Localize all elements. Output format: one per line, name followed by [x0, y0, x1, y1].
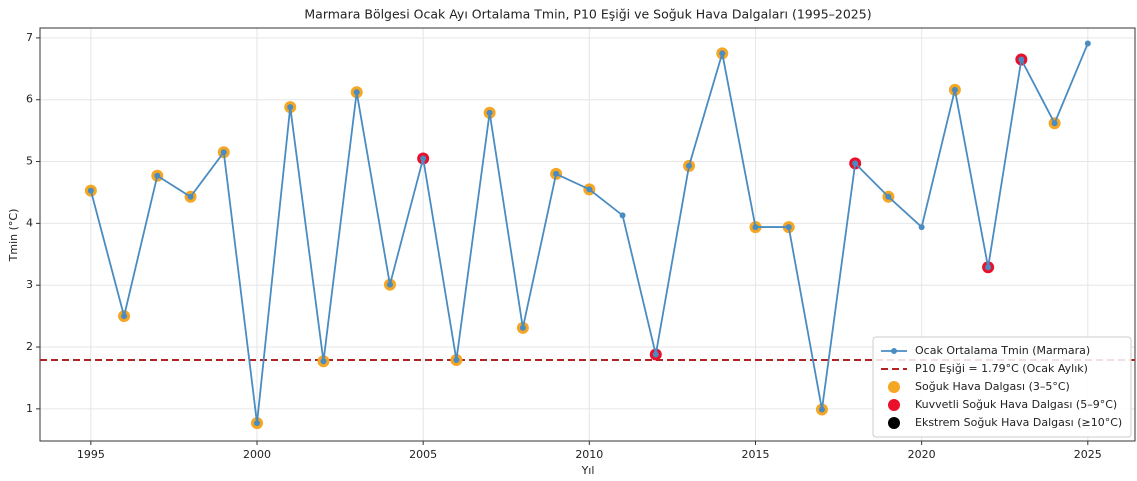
y-axis-label: Tmin (°C) — [7, 209, 20, 263]
point — [453, 357, 460, 364]
point — [1018, 56, 1025, 63]
point — [1051, 120, 1058, 127]
legend-symbol — [888, 417, 900, 429]
point — [254, 420, 261, 427]
point — [719, 50, 726, 57]
point — [1084, 40, 1091, 47]
point — [652, 351, 659, 358]
legend-symbol — [891, 348, 897, 354]
x-axis-label: Yıl — [581, 464, 595, 477]
y-tick-label: 2 — [26, 340, 33, 353]
legend-label: Ekstrem Soğuk Hava Dalgası (≥10°C) — [915, 416, 1122, 429]
legend-label: Soğuk Hava Dalgası (3–5°C) — [915, 380, 1070, 393]
point — [885, 193, 892, 200]
legend-label: Ocak Ortalama Tmin (Marmara) — [915, 344, 1090, 357]
point — [586, 186, 593, 193]
y-tick-label: 1 — [26, 402, 33, 415]
point — [553, 170, 560, 177]
point — [752, 224, 759, 231]
point — [985, 264, 992, 271]
point — [420, 155, 427, 162]
chart-title: Marmara Bölgesi Ocak Ayı Ortalama Tmin, … — [304, 7, 871, 22]
legend-symbol — [888, 399, 900, 411]
point — [154, 172, 161, 179]
x-tick-label: 2010 — [575, 448, 603, 461]
plot-frame — [39, 27, 1136, 442]
x-tick-label: 1995 — [77, 448, 105, 461]
x-tick-label: 2015 — [741, 448, 769, 461]
point — [320, 358, 327, 365]
point — [386, 281, 393, 288]
y-tick-label: 5 — [26, 155, 33, 168]
x-tick-label: 2025 — [1074, 448, 1102, 461]
point — [220, 149, 227, 156]
point — [519, 324, 526, 331]
point — [818, 406, 825, 413]
legend-symbol — [888, 381, 900, 393]
y-tick-label: 6 — [26, 93, 33, 106]
point — [486, 109, 493, 116]
x-tick-label: 2020 — [908, 448, 936, 461]
point — [353, 89, 360, 96]
point — [951, 86, 958, 93]
point — [918, 224, 925, 231]
x-tick-label: 2005 — [409, 448, 437, 461]
x-tick-label: 2000 — [243, 448, 271, 461]
point — [187, 193, 194, 200]
y-tick-label: 4 — [26, 216, 33, 229]
point — [121, 313, 128, 320]
legend-box — [872, 336, 1132, 438]
legend-label: Kuvvetli Soğuk Hava Dalgası (5–9°C) — [915, 398, 1117, 411]
y-tick-label: 3 — [26, 278, 33, 291]
y-tick-label: 7 — [26, 31, 33, 44]
point — [686, 162, 693, 169]
legend-label: P10 Eşiği = 1.79°C (Ocak Aylık) — [915, 362, 1088, 375]
point — [852, 160, 859, 167]
point — [619, 212, 626, 219]
point — [785, 224, 792, 231]
point — [287, 104, 294, 111]
point — [87, 187, 94, 194]
